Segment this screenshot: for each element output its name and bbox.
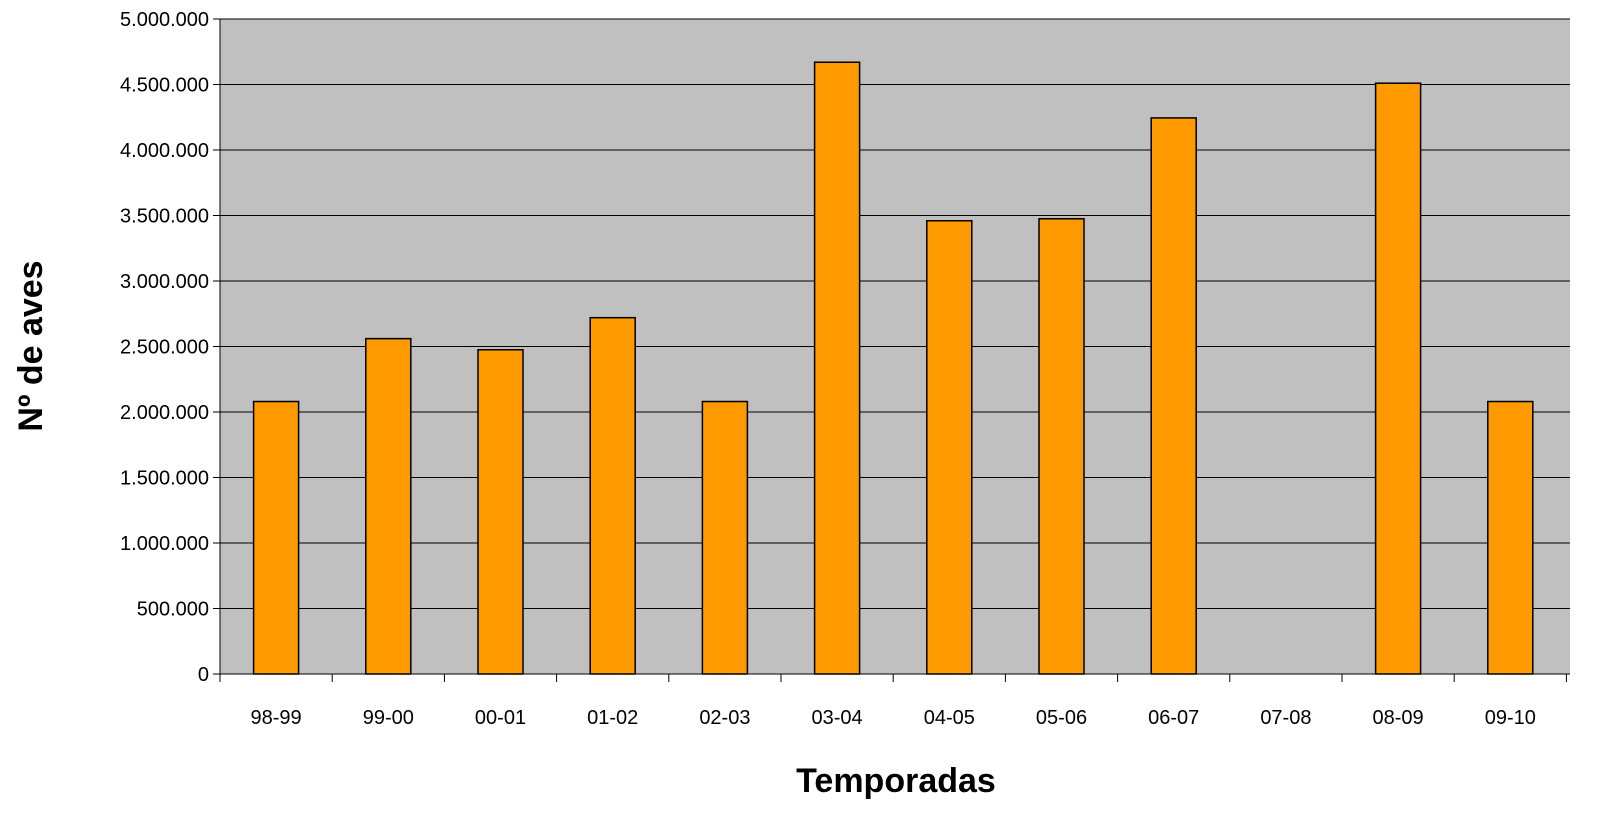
y-tick-label: 1.500.000 xyxy=(120,468,209,490)
x-tick-label: 03-04 xyxy=(812,707,863,729)
bar-08-09 xyxy=(1374,82,1422,675)
x-tick-label: 06-07 xyxy=(1148,707,1199,729)
y-tick-label: 4.000.000 xyxy=(120,140,209,162)
bar-99-00 xyxy=(365,337,412,675)
bars xyxy=(252,61,1534,675)
axes xyxy=(213,18,1570,682)
bar-02-03 xyxy=(701,400,749,675)
bar-00-01 xyxy=(477,349,524,675)
y-axis-title: Nº de aves xyxy=(12,260,50,431)
x-tick-labels: 98-99 99-00 00-01 01-02 02-03 03-04 04-05 05-06… xyxy=(251,707,1536,729)
x-tick-label: 99-00 xyxy=(363,707,414,729)
x-tick-label: 02-03 xyxy=(699,707,750,729)
bar-05-06 xyxy=(1038,218,1085,675)
y-tick-label: 2.000.000 xyxy=(120,402,209,424)
y-tick-label: 5.000.000 xyxy=(120,9,209,31)
x-tick-label: 01-02 xyxy=(587,707,638,729)
bar-98-99 xyxy=(252,400,300,675)
bar-09-10 xyxy=(1487,400,1534,675)
x-tick-label: 07-08 xyxy=(1260,707,1311,729)
x-tick-label: 08-09 xyxy=(1373,707,1424,729)
y-tick-label: 1.000.000 xyxy=(120,533,209,555)
x-tick-label: 98-99 xyxy=(251,707,302,729)
y-tick-label: 3.500.000 xyxy=(120,206,209,228)
y-tick-label: 2.500.000 xyxy=(120,337,209,359)
x-axis-title: Temporadas xyxy=(796,762,996,800)
x-tick-label: 05-06 xyxy=(1036,707,1087,729)
x-tick-label: 09-10 xyxy=(1485,707,1536,729)
y-tick-label: 4.500.000 xyxy=(120,75,209,97)
bar-04-05 xyxy=(926,219,973,675)
y-tick-label: 0 xyxy=(198,664,209,686)
bar-01-02 xyxy=(589,316,636,675)
x-tick-label: 04-05 xyxy=(924,707,975,729)
x-tick-label: 00-01 xyxy=(475,707,526,729)
bar-03-04 xyxy=(813,61,861,675)
gridlines xyxy=(220,18,1570,609)
y-tick-labels: 0 500.000 1.000.000 1.500.000 2.000.000 2.500… xyxy=(120,9,209,686)
y-tick-label: 500.000 xyxy=(137,599,209,621)
y-tick-label: 3.000.000 xyxy=(120,271,209,293)
bar-06-07 xyxy=(1150,117,1197,675)
